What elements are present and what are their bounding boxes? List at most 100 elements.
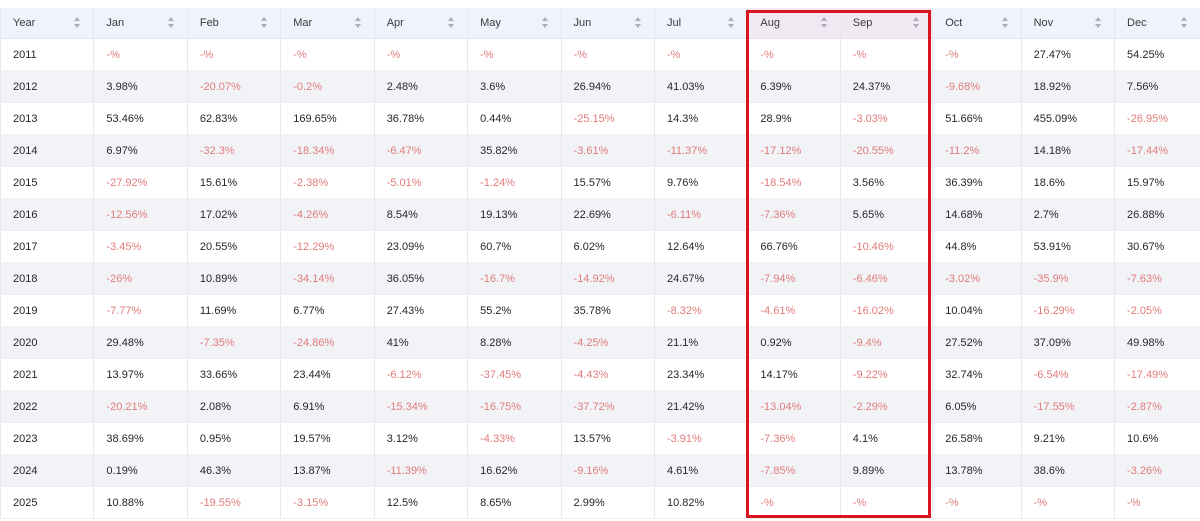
return-cell-aug: -7.36% xyxy=(747,198,841,231)
column-header-label: Jul xyxy=(666,17,682,29)
return-cell-may: -% xyxy=(467,38,562,71)
sort-arrows-icon[interactable] xyxy=(261,17,268,29)
monthly-returns-table: Year Jan Feb Mar Apr May Jun Jul Aug Sep Oct Nov Dec… xyxy=(0,8,1200,519)
column-header-jul[interactable]: Jul xyxy=(653,8,748,39)
column-header-aug[interactable]: Aug xyxy=(747,8,841,39)
return-cell-aug: -7.85% xyxy=(747,454,841,487)
return-cell-sep: -9.4% xyxy=(839,326,933,359)
return-cell-dec: -2.87% xyxy=(1114,390,1200,423)
return-cell-jan: -20.21% xyxy=(93,390,188,423)
return-cell-jun: -14.92% xyxy=(560,262,655,295)
return-cell-oct: 26.58% xyxy=(932,422,1022,455)
return-cell-jul: 23.34% xyxy=(653,358,748,391)
sort-arrows-icon[interactable] xyxy=(1001,17,1009,29)
year-cell: 2012 xyxy=(0,70,94,103)
return-cell-aug: -13.04% xyxy=(747,390,841,423)
return-cell-mar: -12.29% xyxy=(280,230,375,263)
year-cell: 2017 xyxy=(0,230,94,263)
return-cell-aug: -% xyxy=(747,486,841,519)
return-cell-nov: 18.92% xyxy=(1020,70,1115,103)
sort-arrows-icon[interactable] xyxy=(634,17,642,29)
return-cell-mar: -4.26% xyxy=(280,198,375,231)
return-cell-aug: -17.12% xyxy=(747,134,841,167)
return-cell-jun: 22.69% xyxy=(560,198,655,231)
return-cell-oct: 32.74% xyxy=(932,358,1022,391)
year-cell: 2024 xyxy=(0,454,94,487)
return-cell-apr: 36.05% xyxy=(373,262,468,295)
column-header-apr[interactable]: Apr xyxy=(373,8,468,39)
column-header-year[interactable]: Year xyxy=(0,8,94,39)
column-header-mar[interactable]: Mar xyxy=(280,8,375,39)
return-cell-sep: 5.65% xyxy=(839,198,933,231)
sort-arrows-icon[interactable] xyxy=(1095,17,1102,29)
year-cell: 2018 xyxy=(0,262,94,295)
return-cell-apr: -6.47% xyxy=(373,134,468,167)
return-cell-jul: 9.76% xyxy=(653,166,748,199)
return-cell-dec: 15.97% xyxy=(1114,166,1200,199)
sort-arrows-icon[interactable] xyxy=(448,17,455,29)
return-cell-jun: -25.15% xyxy=(560,102,655,135)
column-header-feb[interactable]: Feb xyxy=(186,8,281,39)
year-cell: 2015 xyxy=(0,166,94,199)
return-cell-nov: -16.29% xyxy=(1020,294,1115,327)
return-cell-sep: -2.29% xyxy=(839,390,933,423)
sort-arrows-icon[interactable] xyxy=(354,17,362,29)
sort-arrows-icon[interactable] xyxy=(1181,17,1188,29)
column-header-dec[interactable]: Dec xyxy=(1114,8,1200,39)
column-header-sep[interactable]: Sep xyxy=(839,8,933,39)
return-cell-feb: 46.3% xyxy=(186,454,281,487)
sort-arrows-icon[interactable] xyxy=(728,17,735,29)
table-row: 2020 29.48% -7.35% -24.86% 41% 8.28% -4.25% 21.… xyxy=(0,326,1200,359)
column-header-jan[interactable]: Jan xyxy=(93,8,188,39)
return-cell-dec: -26.95% xyxy=(1114,102,1200,135)
return-cell-mar: 23.44% xyxy=(280,358,375,391)
return-cell-oct: 51.66% xyxy=(932,102,1022,135)
return-cell-feb: -20.07% xyxy=(186,70,281,103)
sort-arrows-icon[interactable] xyxy=(167,17,175,29)
return-cell-sep: -3.03% xyxy=(839,102,933,135)
return-cell-nov: -6.54% xyxy=(1020,358,1115,391)
table-row: 2017 -3.45% 20.55% -12.29% 23.09% 60.7% 6.02% 1… xyxy=(0,230,1200,263)
return-cell-apr: -5.01% xyxy=(373,166,468,199)
year-cell: 2016 xyxy=(0,198,94,231)
return-cell-dec: -17.49% xyxy=(1114,358,1200,391)
return-cell-sep: -10.46% xyxy=(839,230,933,263)
return-cell-jul: -3.91% xyxy=(653,422,748,455)
table-row: 2021 13.97% 33.66% 23.44% -6.12% -37.45% -4.43… xyxy=(0,358,1200,391)
return-cell-sep: 4.1% xyxy=(839,422,933,455)
return-cell-oct: 27.52% xyxy=(932,326,1022,359)
return-cell-feb: 0.95% xyxy=(186,422,281,455)
table-row: 2014 6.97% -32.3% -18.34% -6.47% 35.82% -3.61%… xyxy=(0,134,1200,167)
return-cell-jan: 0.19% xyxy=(93,454,188,487)
return-cell-feb: 62.83% xyxy=(186,102,281,135)
sort-arrows-icon[interactable] xyxy=(820,17,828,29)
return-cell-dec: -2.05% xyxy=(1114,294,1200,327)
return-cell-nov: 37.09% xyxy=(1020,326,1115,359)
return-cell-sep: -% xyxy=(839,486,933,519)
return-cell-jan: -3.45% xyxy=(93,230,188,263)
return-cell-jul: -11.37% xyxy=(653,134,748,167)
return-cell-jun: 15.57% xyxy=(560,166,655,199)
return-cell-dec: 7.56% xyxy=(1114,70,1200,103)
return-cell-aug: 66.76% xyxy=(747,230,841,263)
return-cell-dec: 10.6% xyxy=(1114,422,1200,455)
column-header-nov[interactable]: Nov xyxy=(1020,8,1115,39)
return-cell-may: 8.65% xyxy=(467,486,562,519)
sort-arrows-icon[interactable] xyxy=(913,17,920,29)
return-cell-dec: 30.67% xyxy=(1114,230,1200,263)
year-cell: 2019 xyxy=(0,294,94,327)
return-cell-jan: 38.69% xyxy=(93,422,188,455)
column-header-label: Sep xyxy=(852,17,873,29)
sort-arrows-icon[interactable] xyxy=(541,17,549,29)
column-header-may[interactable]: May xyxy=(467,8,562,39)
return-cell-aug: 0.92% xyxy=(747,326,841,359)
return-cell-sep: 9.89% xyxy=(839,454,933,487)
return-cell-jul: 12.64% xyxy=(653,230,748,263)
column-header-label: Mar xyxy=(293,17,313,29)
return-cell-mar: -2.38% xyxy=(280,166,375,199)
table-row: 2018 -26% 10.89% -34.14% 36.05% -16.7% -14.92%… xyxy=(0,262,1200,295)
sort-arrows-icon[interactable] xyxy=(74,17,81,29)
column-header-jun[interactable]: Jun xyxy=(560,8,655,39)
column-header-oct[interactable]: Oct xyxy=(932,8,1022,39)
return-cell-nov: -% xyxy=(1020,486,1115,519)
